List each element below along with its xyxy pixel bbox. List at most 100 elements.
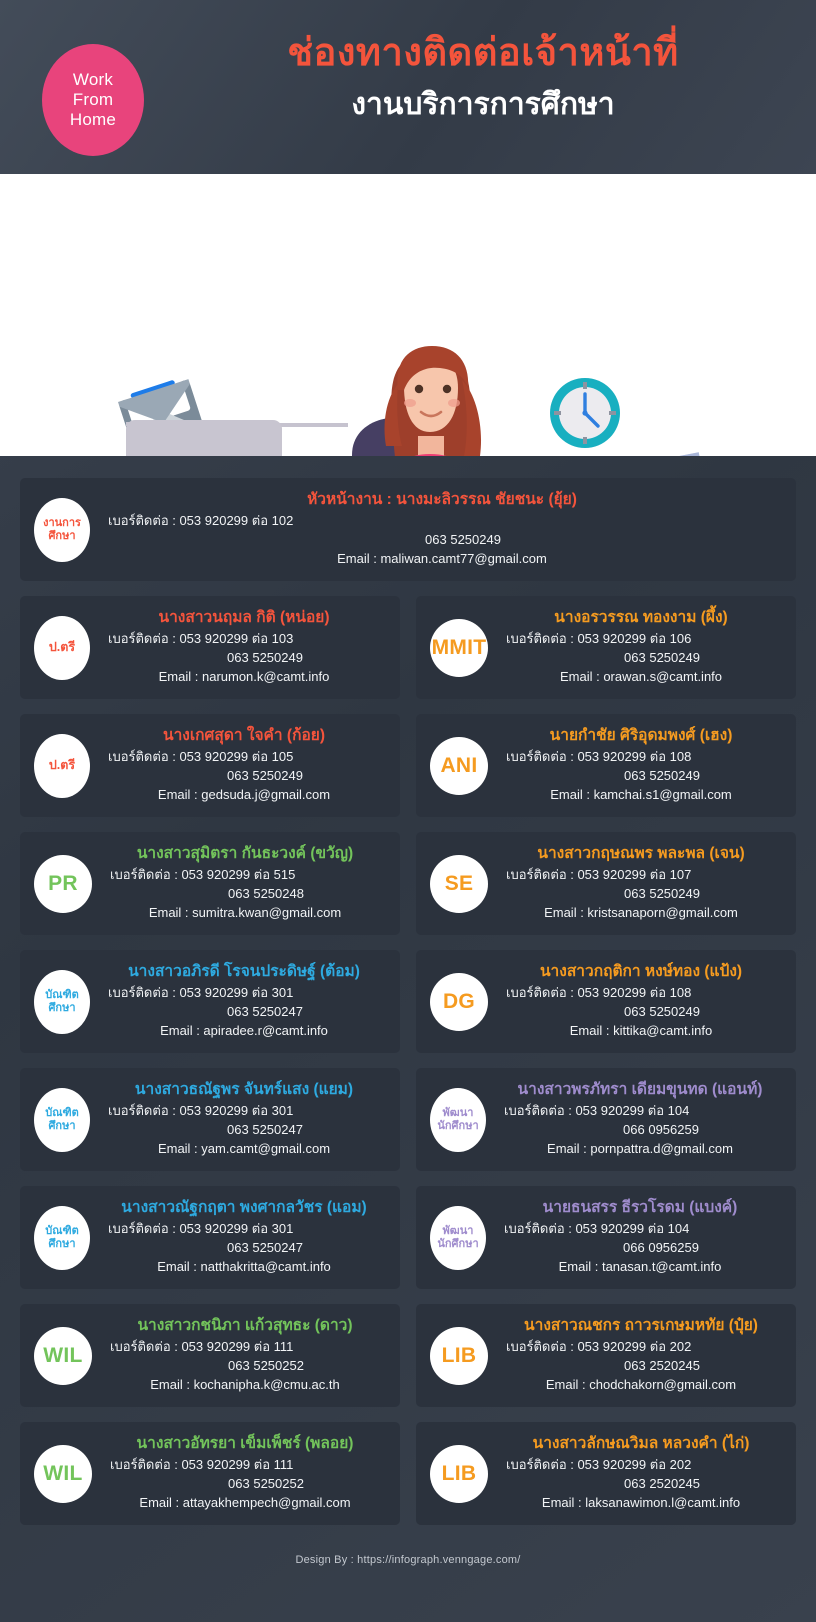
role-badge-icon: พัฒนา นักศึกษา xyxy=(430,1205,486,1270)
phone-primary: เบอร์ติดต่อ : 053 920299 ต่อ 301 xyxy=(108,1221,294,1237)
role-badge-label: พัฒนา xyxy=(442,1107,474,1120)
phone-secondary: 063 5250249 xyxy=(624,886,700,902)
contact-card[interactable]: SE นางสาวกฤษณพร พละพล (เจน) เบอร์ติดต่อ : … xyxy=(416,832,796,935)
phone-secondary: 063 5250249 xyxy=(624,1004,700,1020)
contact-card[interactable]: งานการ ศึกษา หัวหน้างาน : นางมะลิวรรณ ชัยช… xyxy=(20,478,796,581)
person-name: นายธนสรร ธีรวโรดม (แบงค์) xyxy=(542,1199,738,1217)
email-address[interactable]: Email : attayakhempech@gmail.com xyxy=(139,1494,351,1510)
contact-details: นางสาวณัฐกฤตา พงศากลวัชร (แอม) เบอร์ติดต่… xyxy=(102,1198,390,1276)
role-badge-icon: ป.ตรี xyxy=(34,615,90,680)
wfh-line-1: Work xyxy=(72,69,114,89)
contact-details: นางเกศสุดา ใจคำ (ก้อย) เบอร์ติดต่อ : 053 … xyxy=(102,726,390,804)
card-row: งานการ ศึกษา หัวหน้างาน : นางมะลิวรรณ ชัยช… xyxy=(20,478,796,581)
email-address[interactable]: Email : apiradee.r@camt.info xyxy=(160,1022,328,1038)
phone-secondary: 066 0956259 xyxy=(623,1240,699,1256)
person-name: นางสาวนฤมล กิติ (หน่อย) xyxy=(158,609,330,627)
phone-primary: เบอร์ติดต่อ : 053 920299 ต่อ 301 xyxy=(108,985,294,1001)
email-address[interactable]: Email : gedsuda.j@gmail.com xyxy=(157,786,331,802)
contact-card[interactable]: WIL นางสาวอัทรยา เข็มเพ็ชร์ (พลอย) เบอร์ติ… xyxy=(20,1422,400,1525)
contact-card[interactable]: ANI นายกำชัย ศิริอุดมพงศ์ (เฮง) เบอร์ติดต่… xyxy=(416,714,796,817)
hero-illustration xyxy=(0,174,816,456)
email-address[interactable]: Email : kamchai.s1@gmail.com xyxy=(550,786,732,802)
contact-card[interactable]: พัฒนา นักศึกษา นายธนสรร ธีรวโรดม (แบงค์) เบ… xyxy=(416,1186,796,1289)
contact-details: นายกำชัย ศิริอุดมพงศ์ (เฮง) เบอร์ติดต่อ :… xyxy=(500,726,786,804)
contact-card[interactable]: DG นางสาวกฤติกา หงษ์ทอง (แป้ง) เบอร์ติดต่อ… xyxy=(416,950,796,1053)
phone-secondary: 063 5250247 xyxy=(227,1122,303,1138)
person-name: นางสาวธณัฐพร จันทร์แสง (แยม) xyxy=(134,1081,354,1099)
email-address[interactable]: Email : yam.camt@gmail.com xyxy=(157,1140,331,1156)
phone-secondary: 063 5250249 xyxy=(227,768,303,784)
contact-details: นางสาวอภิรดี โรจนประดิษฐ์ (ต้อม) เบอร์ติด… xyxy=(102,962,390,1040)
person-name: หัวหน้างาน : นางมะลิวรรณ ชัยชนะ (ยุ้ย) xyxy=(307,491,577,509)
contact-card[interactable]: บัณฑิต ศึกษา นางสาวณัฐกฤตา พงศากลวัชร (แอม… xyxy=(20,1186,400,1289)
email-address[interactable]: Email : tanasan.t@camt.info xyxy=(558,1258,722,1274)
role-badge-icon: บัณฑิต ศึกษา xyxy=(34,1205,90,1270)
role-badge-label: LIB xyxy=(441,1461,477,1485)
email-address[interactable]: Email : chodchakorn@gmail.com xyxy=(545,1376,737,1392)
email-address[interactable]: Email : sumitra.kwan@gmail.com xyxy=(148,904,342,920)
email-address[interactable]: Email : kittika@camt.info xyxy=(569,1022,713,1038)
card-row: PR นางสาวสุมิตรา กันธะวงค์ (ขวัญ) เบอร์ติด… xyxy=(20,832,796,935)
person-name: นางสาวณชกร ถาวรเกษมหทัย (ปุ๋ย) xyxy=(524,1317,758,1335)
person-name: นางสาวอัทรยา เข็มเพ็ชร์ (พลอย) xyxy=(136,1435,354,1453)
phone-primary: เบอร์ติดต่อ : 053 920299 ต่อ 111 xyxy=(110,1339,294,1355)
role-badge-icon: DG xyxy=(430,972,488,1031)
person-illustration xyxy=(384,346,482,456)
email-address[interactable]: Email : narumon.k@camt.info xyxy=(158,668,330,684)
person-name: นางสาวพรภัทรา เดียมขุนทด (แอนท์) xyxy=(517,1081,763,1099)
contact-details: นางสาวกชนิภา แก้วสุทธะ (ดาว) เบอร์ติดต่อ … xyxy=(104,1316,390,1394)
contact-card[interactable]: LIB นางสาวณชกร ถาวรเกษมหทัย (ปุ๋ย) เบอร์ติ… xyxy=(416,1304,796,1407)
contact-card[interactable]: PR นางสาวสุมิตรา กันธะวงค์ (ขวัญ) เบอร์ติด… xyxy=(20,832,400,935)
contact-card[interactable]: พัฒนา นักศึกษา นางสาวพรภัทรา เดียมขุนทด (แ… xyxy=(416,1068,796,1171)
role-badge-label: LIB xyxy=(441,1343,477,1367)
role-badge-label: MMIT xyxy=(431,635,487,659)
role-badge-icon: งานการ ศึกษา xyxy=(34,497,90,562)
role-badge-icon: WIL xyxy=(34,1444,92,1503)
contact-card[interactable]: ป.ตรี นางสาวนฤมล กิติ (หน่อย) เบอร์ติดต่อ … xyxy=(20,596,400,699)
role-badge-label: บัณฑิต xyxy=(45,1107,79,1120)
phone-primary: เบอร์ติดต่อ : 053 920299 ต่อ 202 xyxy=(506,1339,692,1355)
contact-card[interactable]: ป.ตรี นางเกศสุดา ใจคำ (ก้อย) เบอร์ติดต่อ :… xyxy=(20,714,400,817)
clock-icon xyxy=(550,378,620,448)
contact-details: นางสาวกฤติกา หงษ์ทอง (แป้ง) เบอร์ติดต่อ :… xyxy=(500,962,786,1040)
role-badge-label: ศึกษา xyxy=(48,1119,76,1132)
person-name: นางสาวสุมิตรา กันธะวงค์ (ขวัญ) xyxy=(136,845,354,863)
email-address[interactable]: Email : pornpattra.d@gmail.com xyxy=(547,1140,733,1156)
contact-card[interactable]: WIL นางสาวกชนิภา แก้วสุทธะ (ดาว) เบอร์ติดต… xyxy=(20,1304,400,1407)
role-badge-icon: ANI xyxy=(430,736,488,795)
phone-primary: เบอร์ติดต่อ : 053 920299 ต่อ 107 xyxy=(506,867,692,883)
role-badge-label: พัฒนา xyxy=(442,1225,474,1238)
contact-card[interactable]: LIB นางสาวลักษณวิมล หลวงคำ (ไก่) เบอร์ติดต… xyxy=(416,1422,796,1525)
email-address[interactable]: Email : maliwan.camt77@gmail.com xyxy=(337,550,547,566)
role-badge-icon: MMIT xyxy=(430,618,488,677)
contact-details: นางสาวพรภัทรา เดียมขุนทด (แอนท์) เบอร์ติด… xyxy=(498,1080,786,1158)
contact-details: นางสาวนฤมล กิติ (หน่อย) เบอร์ติดต่อ : 053… xyxy=(102,608,390,686)
person-name: นางเกศสุดา ใจคำ (ก้อย) xyxy=(162,727,326,745)
phone-primary: เบอร์ติดต่อ : 053 920299 ต่อ 104 xyxy=(504,1221,690,1237)
contact-card[interactable]: บัณฑิต ศึกษา นางสาวอภิรดี โรจนประดิษฐ์ (ต้… xyxy=(20,950,400,1053)
role-badge-label: ศึกษา xyxy=(48,1001,76,1014)
person-name: นางสาวกชนิภา แก้วสุทธะ (ดาว) xyxy=(137,1317,353,1335)
phone-primary: เบอร์ติดต่อ : 053 920299 ต่อ 102 xyxy=(108,513,294,529)
phone-secondary: 063 2520245 xyxy=(624,1476,700,1492)
phone-secondary: 063 5250247 xyxy=(227,1240,303,1256)
email-address[interactable]: Email : kristsanaporn@gmail.com xyxy=(544,904,738,920)
header-banner: Work From Home ช่องทางติดต่อเจ้าหน้าที่ … xyxy=(0,0,816,174)
phone-secondary: 063 5250248 xyxy=(228,886,304,902)
phone-secondary: 066 0956259 xyxy=(623,1122,699,1138)
role-badge-icon: LIB xyxy=(430,1326,488,1385)
contact-card[interactable]: MMIT นางอรวรรณ ทองงาม (ผึ้ง) เบอร์ติดต่อ :… xyxy=(416,596,796,699)
phone-primary: เบอร์ติดต่อ : 053 920299 ต่อ 108 xyxy=(506,749,692,765)
email-address[interactable]: Email : orawan.s@camt.info xyxy=(559,668,723,684)
phone-primary: เบอร์ติดต่อ : 053 920299 ต่อ 106 xyxy=(506,631,692,647)
role-badge-icon: ป.ตรี xyxy=(34,733,90,798)
role-badge-icon: บัณฑิต ศึกษา xyxy=(34,969,90,1034)
email-address[interactable]: Email : laksanawimon.l@camt.info xyxy=(541,1494,741,1510)
footer-credit: Design By : https://infograph.venngage.c… xyxy=(295,1554,521,1566)
contact-card[interactable]: บัณฑิต ศึกษา นางสาวธณัฐพร จันทร์แสง (แยม) เ… xyxy=(20,1068,400,1171)
header-title-group: ช่องทางติดต่อเจ้าหน้าที่ งานบริการการศึก… xyxy=(170,30,796,123)
phone-primary: เบอร์ติดต่อ : 053 920299 ต่อ 301 xyxy=(108,1103,294,1119)
email-address[interactable]: Email : natthakritta@camt.info xyxy=(157,1258,331,1274)
email-address[interactable]: Email : kochanipha.k@cmu.ac.th xyxy=(150,1376,340,1392)
wfh-line-2: From xyxy=(72,89,114,109)
